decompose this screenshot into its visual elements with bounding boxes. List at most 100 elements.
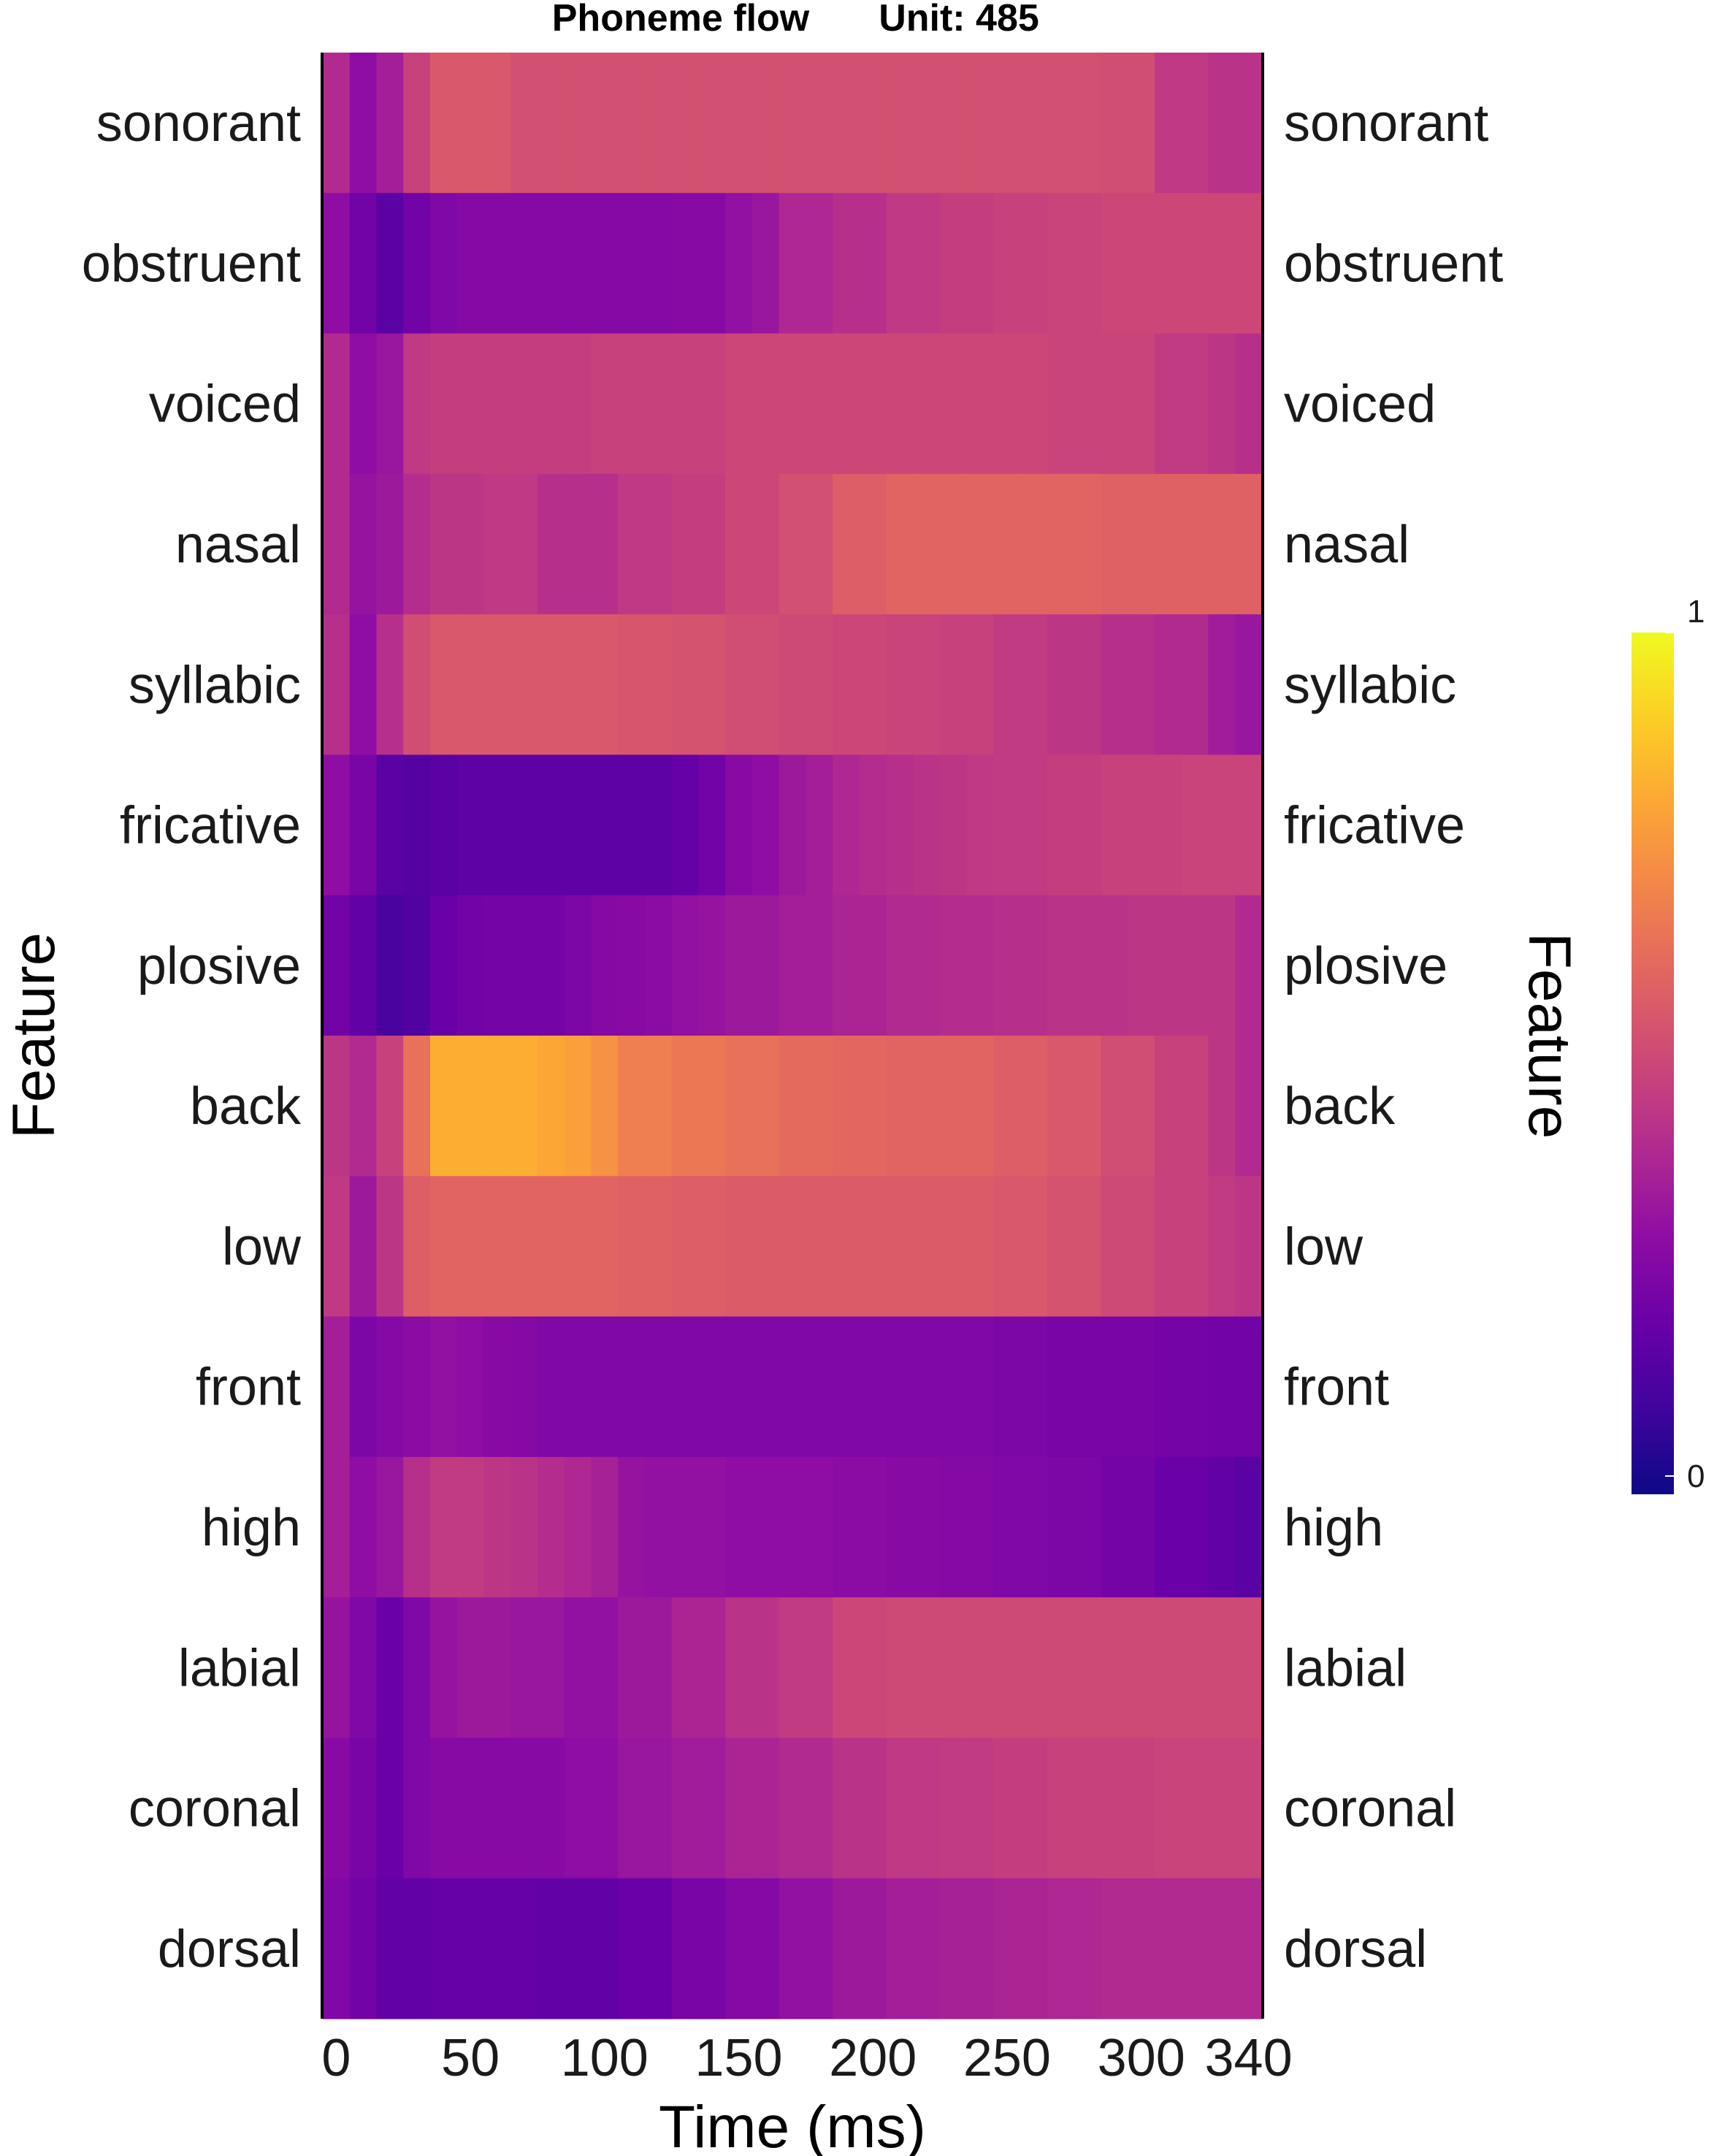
heatmap-cell (1047, 1597, 1075, 1739)
heatmap-cell (403, 333, 431, 475)
heatmap-cell (564, 1597, 592, 1739)
heatmap-cell (1181, 754, 1209, 896)
heatmap-cell (993, 473, 1021, 615)
heatmap-cell (644, 473, 673, 615)
heatmap-cell (618, 1036, 646, 1177)
heatmap-cell (1181, 1597, 1209, 1739)
heatmap-cell (1020, 333, 1048, 475)
y-tick-label-syllabic: syllabic (129, 656, 301, 714)
heatmap-cell (403, 1456, 431, 1598)
heatmap-cell (564, 1456, 592, 1598)
heatmap-cell (644, 614, 673, 756)
heatmap-cell (751, 754, 780, 896)
heatmap-cell (1128, 53, 1155, 194)
heatmap-cell (1155, 53, 1182, 194)
heatmap-cell (644, 1878, 673, 2019)
y-tick-label-coronal: coronal (129, 1780, 301, 1838)
heatmap-cell (913, 1316, 941, 1458)
heatmap-cell (940, 895, 968, 1036)
heatmap-cell (1128, 473, 1155, 615)
heatmap-cell (993, 1597, 1021, 1739)
heatmap-cell (564, 1176, 592, 1318)
heatmap-cell (537, 754, 565, 896)
heatmap-cell (429, 473, 458, 615)
heatmap-cell (1101, 1036, 1128, 1177)
y-tick-label-nasal: nasal (175, 516, 301, 574)
heatmap-cell (886, 614, 914, 756)
heatmap-cell (591, 1597, 619, 1739)
heatmap-cell (323, 1036, 351, 1177)
heatmap-cell (537, 473, 565, 615)
heatmap-cell (993, 1316, 1021, 1458)
heatmap-cell (886, 895, 914, 1036)
heatmap-cell (913, 193, 941, 335)
heatmap-cell (1155, 1597, 1182, 1739)
heatmap-cell (1128, 1456, 1155, 1598)
heatmap-cell (376, 473, 404, 615)
heatmap-cell (671, 1878, 699, 2019)
heatmap-cell (671, 895, 699, 1036)
heatmap-cell (483, 193, 511, 335)
heatmap-cell (698, 333, 726, 475)
heatmap-cell (349, 193, 378, 335)
heatmap-cell (1128, 1316, 1155, 1458)
heatmap-cell (1047, 1738, 1075, 1879)
heatmap-cell (806, 895, 833, 1036)
heatmap-cell (833, 1036, 860, 1177)
heatmap-cell (751, 895, 780, 1036)
heatmap-cell (833, 1738, 860, 1879)
heatmap-cell (349, 895, 378, 1036)
heatmap-cell (1235, 473, 1263, 615)
heatmap-cell (644, 754, 673, 896)
heatmap-cell (913, 1738, 941, 1879)
colorbar-tick-max: 1 (1687, 594, 1705, 630)
heatmap-cell (940, 1878, 968, 2019)
heatmap-cell (323, 333, 351, 475)
heatmap-cell (1020, 1456, 1048, 1598)
heatmap-cell (671, 1456, 699, 1598)
x-tick-label: 340 (1205, 2029, 1293, 2087)
heatmap-cell (1128, 614, 1155, 756)
heatmap-cell (1181, 1738, 1209, 1879)
heatmap-cell (429, 1316, 458, 1458)
heatmap-cell (618, 53, 646, 194)
heatmap-cell (1235, 895, 1263, 1036)
heatmap-cell (993, 193, 1021, 335)
heatmap-cell (940, 53, 968, 194)
heatmap-cell (376, 1316, 404, 1458)
heatmap-cell (1101, 1738, 1128, 1879)
heatmap-cell (859, 1176, 887, 1318)
x-tick-label: 50 (441, 2029, 500, 2087)
heatmap-cell (698, 1316, 726, 1458)
heatmap-cell (456, 1597, 485, 1739)
heatmap-cell (779, 1738, 806, 1879)
heatmap-cell (376, 754, 404, 896)
heatmap-cell (993, 1456, 1021, 1598)
heatmap-cell (751, 1176, 780, 1318)
heatmap-cell (591, 1316, 619, 1458)
heatmap-cell (456, 473, 485, 615)
heatmap-cell (913, 614, 941, 756)
heatmap-cell (806, 1316, 833, 1458)
heatmap-cell (483, 614, 511, 756)
heatmap-cell (859, 614, 887, 756)
y-tick-label-right-front: front (1284, 1358, 1389, 1417)
heatmap-cell (725, 1456, 753, 1598)
heatmap-cell (1235, 1036, 1263, 1177)
heatmap-cell (940, 754, 968, 896)
heatmap-cell (913, 1878, 941, 2019)
heatmap-cell (698, 1878, 726, 2019)
heatmap-cell (1208, 193, 1236, 335)
heatmap-cell (429, 1176, 458, 1318)
x-tick-label: 300 (1098, 2029, 1185, 2087)
heatmap-cell (1047, 53, 1075, 194)
heatmap-cell (403, 1176, 431, 1318)
heatmap-cell (323, 754, 351, 896)
heatmap-cell (671, 193, 699, 335)
heatmap-cell (725, 333, 753, 475)
heatmap-cell (537, 1597, 565, 1739)
heatmap-cell (940, 1738, 968, 1879)
heatmap-cell (1208, 1176, 1236, 1318)
heatmap-cell (1074, 1597, 1102, 1739)
heatmap-cell (429, 193, 458, 335)
